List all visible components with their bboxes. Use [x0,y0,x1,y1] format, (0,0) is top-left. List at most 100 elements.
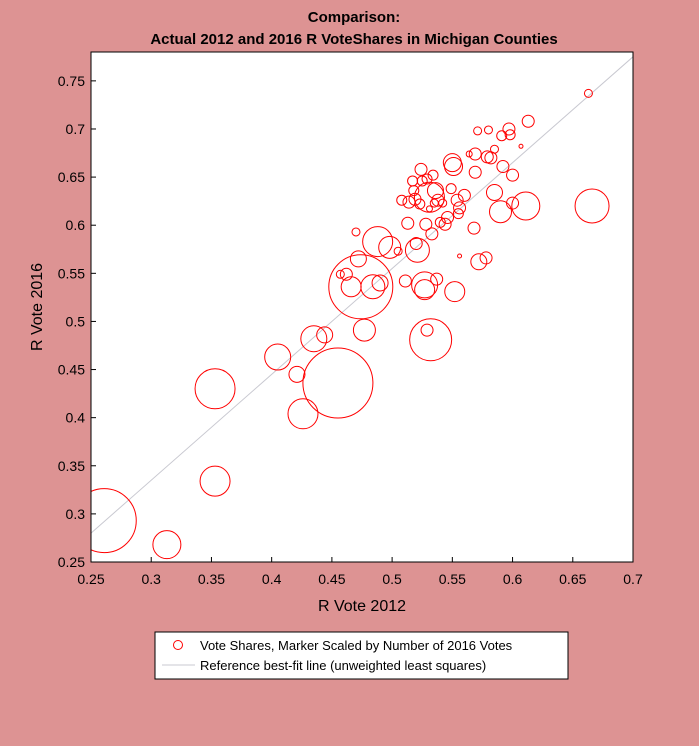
data-point [302,347,374,419]
y-tick-label: 0.7 [66,121,86,137]
x-tick-label: 0.35 [198,571,225,587]
data-point [378,235,402,259]
data-point [351,227,361,237]
x-tick-label: 0.5 [382,571,402,587]
y-tick-label: 0.4 [66,410,86,426]
data-point [409,236,423,250]
data-point [427,169,439,181]
y-tick-label: 0.65 [58,169,85,185]
x-axis-label: R Vote 2012 [318,598,406,615]
data-point [444,281,466,303]
data-point [360,274,386,300]
data-point [362,226,394,258]
data-point [496,130,508,142]
data-point [414,162,428,176]
x-tick-label: 0.55 [439,571,466,587]
data-point [349,250,367,268]
y-tick-label: 0.75 [58,73,85,89]
scatter-points [91,88,610,560]
data-point [473,126,483,136]
data-point [414,279,436,301]
data-point [483,125,493,135]
y-axis-label: R Vote 2016 [29,263,46,351]
data-point [496,160,510,174]
data-point [489,144,499,154]
data-point [393,246,403,256]
data-point [409,318,453,362]
data-point [404,237,430,263]
plot-area [91,52,633,562]
data-point [583,88,593,98]
data-point [371,274,389,292]
data-point [450,193,464,207]
y-tick-label: 0.3 [66,506,86,522]
x-tick-label: 0.7 [623,571,643,587]
data-point [300,325,328,353]
data-point [91,488,137,554]
data-point [339,267,353,281]
data-point [425,205,433,213]
x-tick-label: 0.3 [141,571,161,587]
legend-box [154,631,569,680]
data-point [438,217,452,231]
x-tick-label: 0.6 [503,571,523,587]
data-point [421,173,433,185]
data-point [408,185,420,197]
data-point [288,365,306,383]
data-point [396,194,408,206]
x-tick-label: 0.65 [559,571,586,587]
data-point [574,188,610,224]
chart-title-line2: Actual 2012 and 2016 R VoteShares in Mic… [150,31,557,48]
data-point [425,227,439,241]
y-tick-label: 0.35 [58,458,85,474]
data-point [199,465,231,497]
data-point [287,398,319,430]
data-point [398,274,412,288]
data-point [316,326,334,344]
data-point [457,188,471,202]
data-point [194,368,236,410]
reference-line [91,56,633,534]
data-point [401,216,415,230]
data-point [521,114,535,128]
y-tick-label: 0.55 [58,265,85,281]
data-point [502,122,516,136]
x-axis: 0.25 0.3 0.35 0.4 0.45 0.5 0.55 0.6 0.65 0.7 [77,557,643,587]
data-point [444,157,464,177]
chart-title-line1: Comparison: [308,9,401,26]
x-tick-label: 0.25 [77,571,104,587]
x-tick-label: 0.4 [262,571,282,587]
data-point [352,318,376,342]
data-point [430,272,444,286]
data-point [465,150,473,158]
data-point [468,165,482,179]
data-point [511,191,541,221]
data-point [504,129,516,141]
data-point [506,168,520,182]
data-point [441,211,455,225]
data-point [420,323,434,337]
legend-entry-scatter: Vote Shares, Marker Scaled by Number of … [200,638,513,653]
data-point [152,530,182,560]
y-tick-label: 0.45 [58,362,85,378]
data-point [467,221,481,235]
data-point [453,201,467,215]
data-point [264,343,292,371]
data-point [468,147,482,161]
data-point [426,182,444,200]
data-point [419,217,433,231]
data-point [416,175,428,187]
data-point [438,198,448,208]
y-tick-label: 0.6 [66,217,86,233]
data-point [457,253,463,259]
y-tick-label: 0.5 [66,313,86,329]
data-point [328,254,394,320]
legend-entry-reference-line: Reference best-fit line (unweighted leas… [200,658,486,673]
legend: Vote Shares, Marker Scaled by Number of … [154,631,569,680]
data-point [452,208,464,220]
data-point [431,193,445,207]
data-point [445,183,457,195]
data-point [335,269,345,279]
x-tick-label: 0.45 [318,571,345,587]
